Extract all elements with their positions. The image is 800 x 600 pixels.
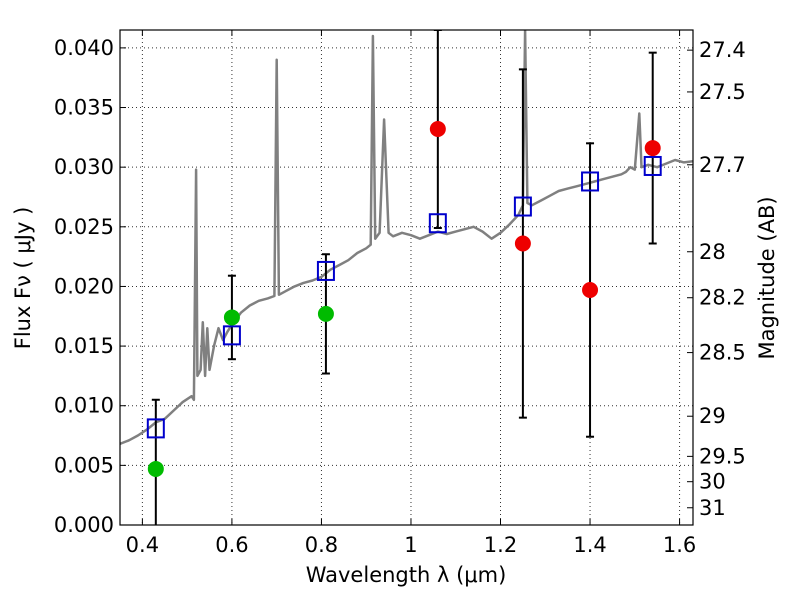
tick-labels: 0.4 0.6 0.8 1 1.2 1.4 1.6 0.000 0.005 0.010 0.015 0… [54, 36, 746, 557]
plot-frame [119, 29, 694, 526]
data-point [514, 235, 531, 252]
data-point [582, 282, 599, 299]
y-tick-label: 0.015 [54, 334, 114, 358]
right-tick-label: 30 [699, 470, 726, 494]
right-tick-label: 28.5 [699, 341, 746, 365]
axes-frame [119, 29, 694, 526]
model-point-square [643, 155, 662, 176]
x-tick-label: 1 [404, 533, 417, 557]
x-tick-label: 0.6 [215, 533, 248, 557]
y-tick-label: 0.000 [54, 513, 114, 537]
y-tick-label: 0.010 [54, 394, 114, 418]
x-tick-label: 1.6 [663, 533, 696, 557]
y-tick-label: 0.025 [54, 215, 114, 239]
right-tick-label: 28.2 [699, 286, 746, 310]
x-tick-label: 1.4 [573, 533, 606, 557]
model-point-square [513, 196, 532, 217]
right-tick-label: 29.5 [699, 444, 746, 468]
right-tick-label: 28 [699, 240, 726, 264]
x-tick-label: 0.4 [126, 533, 159, 557]
y-tick-label: 0.035 [54, 96, 114, 120]
right-tick-label: 31 [699, 496, 726, 520]
data-point [223, 309, 240, 326]
plot-area [120, 30, 693, 525]
tick-marks [120, 30, 693, 526]
data-point [317, 305, 334, 322]
data-point [429, 121, 446, 137]
y-tick-label: 0.005 [54, 453, 114, 477]
data-point [147, 460, 164, 477]
y-tick-label: 0.020 [54, 274, 114, 298]
right-tick-label: 27.7 [699, 153, 746, 177]
spectrum-line [120, 30, 693, 446]
grid-lines [120, 30, 693, 526]
model-point-square [581, 171, 600, 192]
right-tick-label: 27.5 [699, 80, 746, 104]
data-point [644, 140, 661, 157]
x-axis-label: Wavelength λ (μm) [306, 563, 507, 587]
model-point-square [146, 418, 165, 439]
right-tick-label: 27.4 [699, 38, 746, 62]
model-point-square [316, 260, 335, 281]
model-point-square [428, 213, 447, 234]
right-tick-label: 29 [699, 404, 726, 428]
y-tick-label: 0.040 [54, 36, 114, 60]
y-axis-label: Flux Fν ( μJy ) [11, 207, 35, 350]
model-point-square [222, 325, 241, 346]
x-tick-label: 1.2 [484, 533, 517, 557]
x-tick-label: 0.8 [305, 533, 338, 557]
right-axis-label: Magnitude (AB) [755, 196, 779, 359]
y-tick-label: 0.030 [54, 155, 114, 179]
